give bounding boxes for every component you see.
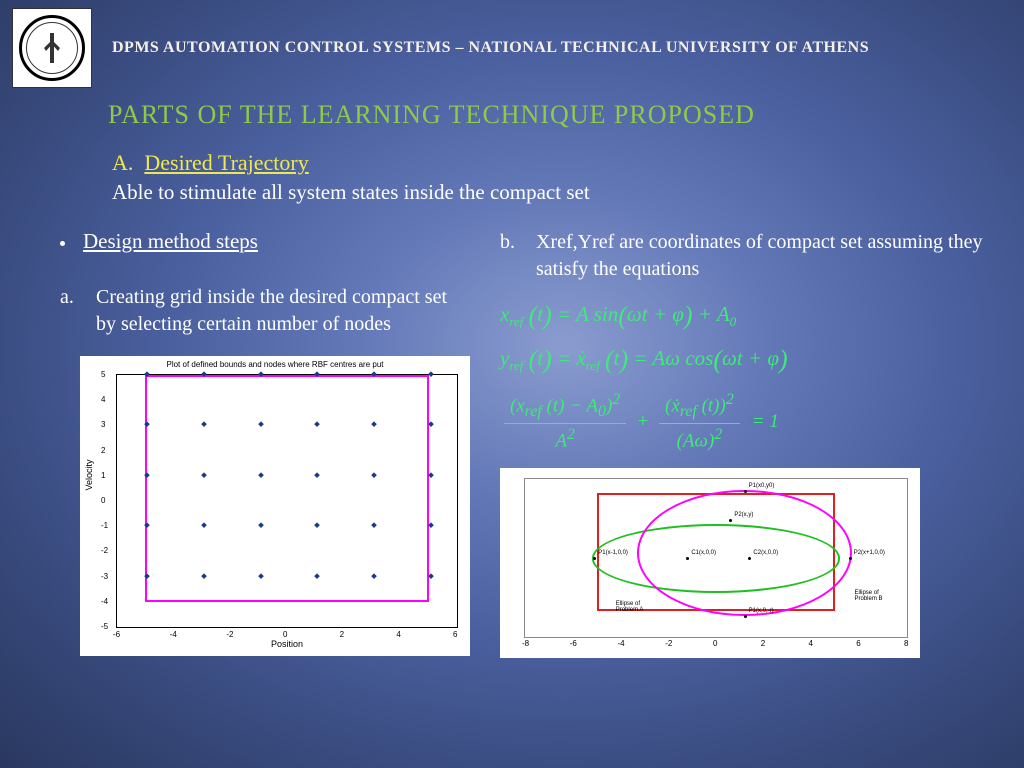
step-a: a. Creating grid inside the desired comp…: [60, 284, 470, 338]
header-org: DPMS AUTOMATION CONTROL SYSTEMS – NATION…: [112, 39, 869, 57]
equation-1: xref (t) = A sin(ωt + φ) + A0: [500, 301, 1004, 331]
grid-chart: Plot of defined bounds and nodes where R…: [80, 356, 470, 656]
section-a-heading: A. Desired Trajectory: [112, 150, 1024, 176]
equation-2: yref (t) = ẋref (t) = Aω cos(ωt + φ): [500, 345, 1004, 375]
section-a-desc: Able to stimulate all system states insi…: [112, 180, 1024, 205]
slide-title: PARTS OF THE LEARNING TECHNIQUE PROPOSED: [108, 100, 1024, 130]
equation-3: (xref (t) − A0)2 A2 + (ẋref (t))2 (Aω)2 …: [500, 389, 1004, 454]
university-logo: [12, 8, 92, 88]
ellipse-chart: -8-6-4-202468P1(x0,y0)P2(x,y)C1(x,0,0)C2…: [500, 468, 920, 658]
design-steps-heading: Design method steps: [60, 229, 470, 254]
step-b: b. Xref,Yref are coordinates of compact …: [500, 229, 1004, 283]
